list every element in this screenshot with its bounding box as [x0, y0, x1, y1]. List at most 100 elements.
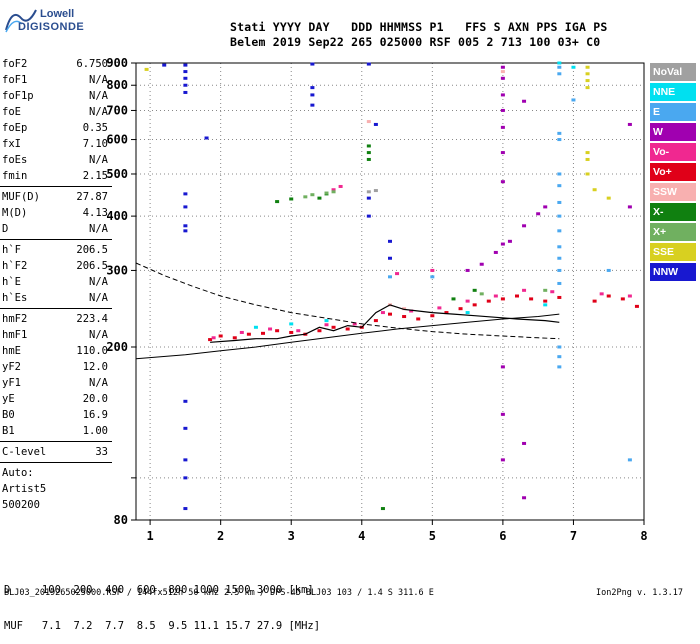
legend-item-vo: Vo-: [650, 143, 696, 161]
param-row: fxI 7.10: [0, 136, 112, 152]
echo-point: [366, 157, 371, 161]
param-name: h`F2: [2, 260, 28, 272]
muf-row: MUF 7.1 7.2 7.7 8.5 9.5 11.1 15.7 27.9 […: [4, 620, 321, 632]
echo-point: [500, 180, 505, 184]
echo-point: [324, 191, 329, 195]
echo-point: [211, 336, 216, 340]
echo-point: [395, 272, 400, 276]
param-value: N/A: [89, 377, 108, 389]
x-tick-label: 8: [640, 529, 647, 543]
divider: [0, 441, 112, 442]
echo-point: [500, 65, 505, 69]
echo-point: [557, 138, 562, 142]
echo-point: [486, 299, 491, 303]
echo-point: [430, 275, 435, 279]
param-row: D N/A: [0, 221, 112, 237]
params-group-1: foF2 6.750 foF1 N/A foF1p N/A foE N/A foEp 0.…: [0, 56, 112, 184]
echo-point: [606, 268, 611, 272]
echo-point: [218, 334, 223, 338]
echo-point: [409, 309, 414, 313]
series-sse: [144, 65, 611, 200]
divider: [0, 186, 112, 187]
echo-point: [430, 268, 435, 272]
param-row: h`F 206.5: [0, 242, 112, 258]
param-row: fmin 2.15: [0, 168, 112, 184]
legend-item-ssw: SSW: [650, 183, 696, 201]
echo-point: [402, 315, 407, 319]
echo-point: [402, 307, 407, 311]
echo-point: [500, 242, 505, 246]
echo-point: [296, 329, 301, 333]
echo-point: [557, 365, 562, 369]
echo-point: [557, 131, 562, 135]
logo-text-lowell: Lowell: [40, 8, 75, 20]
echo-point: [183, 224, 188, 228]
echo-point: [557, 256, 562, 260]
echo-point: [522, 288, 527, 292]
series-vo: [211, 184, 632, 340]
digisonde-logo-mark: [4, 4, 38, 34]
param-name: hmF2: [2, 313, 28, 325]
echo-point: [550, 290, 555, 294]
echo-point: [268, 327, 273, 331]
legend-item-nnw: NNW: [650, 263, 696, 281]
param-row: B0 16.9: [0, 407, 112, 423]
params-group-2: MUF(D) 27.87 M(D) 4.13 D N/A: [0, 189, 112, 237]
echo-point: [303, 195, 308, 199]
echo-point: [366, 190, 371, 194]
echo-point: [522, 441, 527, 445]
echo-point: [507, 239, 512, 243]
echo-point: [557, 295, 562, 299]
logo-text-digisonde: DIGISONDE: [18, 21, 85, 33]
echo-point: [606, 196, 611, 200]
param-name: foE: [2, 106, 21, 118]
echo-point: [543, 288, 548, 292]
echo-point: [331, 188, 336, 192]
header-values: Belem 2019 Sep22 265 025000 RSF 005 2 71…: [230, 35, 601, 49]
echo-point: [522, 496, 527, 500]
param-value: 206.5: [76, 260, 108, 272]
y-tick-label: 80: [114, 513, 128, 527]
echo-point: [500, 93, 505, 97]
auto-scaling-info: Auto: Artist5 500200: [0, 465, 112, 513]
param-value: N/A: [89, 223, 108, 235]
param-name: foEs: [2, 154, 28, 166]
echo-point: [183, 90, 188, 94]
echo-point: [388, 256, 392, 260]
series-nnw: [162, 62, 392, 511]
param-name: foF1p: [2, 90, 34, 102]
header-labels: Stati YYYY DAY DDD HHMMSS P1 FFS S AXN P…: [230, 20, 608, 34]
legend-item-e: E: [650, 103, 696, 121]
echo-point: [543, 299, 548, 303]
echo-point: [430, 314, 435, 318]
echo-point: [634, 304, 639, 308]
echo-point: [627, 205, 632, 209]
param-row: B1 1.00: [0, 423, 112, 439]
series-x: [303, 190, 548, 296]
echo-point: [380, 311, 385, 315]
param-value: N/A: [89, 90, 108, 102]
echo-point: [458, 307, 463, 311]
echo-point: [557, 214, 562, 218]
param-name: B0: [2, 409, 15, 421]
echo-point: [557, 65, 562, 69]
param-name: hmF1: [2, 329, 28, 341]
echo-point: [183, 229, 188, 233]
echo-point: [437, 306, 442, 310]
x-tick-label: 3: [288, 529, 295, 543]
echo-point: [479, 262, 484, 266]
echo-point: [324, 319, 329, 323]
echo-point: [571, 98, 576, 102]
muf-distance-table: D 100 200 400 600 800 1000 1500 3000 [km…: [4, 560, 320, 644]
echo-point: [289, 197, 294, 201]
divider: [0, 462, 112, 463]
echo-point: [310, 62, 315, 66]
echo-point: [522, 224, 527, 228]
echo-point: [515, 294, 519, 298]
echo-point: [366, 196, 371, 200]
echo-point: [627, 294, 632, 298]
echo-point: [388, 239, 392, 243]
echo-point: [366, 151, 371, 155]
x-tick-label: 4: [358, 529, 365, 543]
echo-point: [620, 297, 625, 301]
